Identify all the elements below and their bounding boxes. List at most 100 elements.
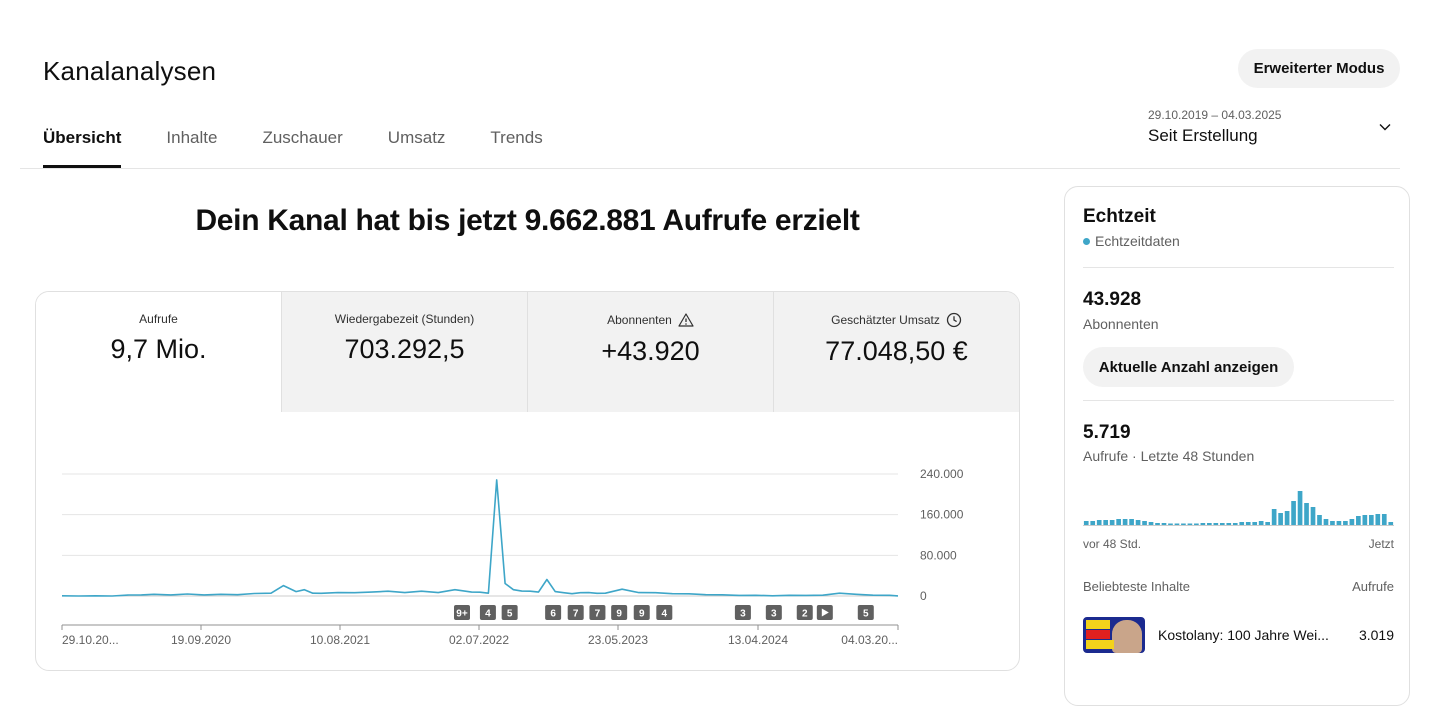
hourly-views-bar[interactable]: [1161, 523, 1167, 525]
hourly-views-bar[interactable]: [1219, 523, 1225, 525]
tab-content[interactable]: Inhalte: [166, 128, 218, 147]
hourly-views-bar[interactable]: [1271, 509, 1277, 525]
hourly-views-bar[interactable]: [1239, 522, 1245, 525]
hourly-views-bar[interactable]: [1187, 523, 1193, 526]
hourly-views-bar[interactable]: [1336, 521, 1342, 525]
hourly-views-bar-chart[interactable]: [1083, 483, 1394, 527]
hourly-views-bar[interactable]: [1330, 521, 1335, 525]
views-line-chart[interactable]: 240.000 160.000 80.000 0 9+ 4 5 6 7 7 9 9 4 3 3 2 5 29.10…: [36, 412, 1020, 671]
hourly-views-bar[interactable]: [1368, 515, 1374, 525]
hourly-views-bar[interactable]: [1142, 521, 1147, 525]
event-marker[interactable]: 4: [656, 605, 673, 620]
hourly-views-bar[interactable]: [1278, 513, 1283, 525]
metric-revenue[interactable]: Geschätzter Umsatz 77.048,50 €: [773, 292, 1019, 412]
popular-content-label: Beliebteste Inhalte: [1083, 579, 1190, 594]
hourly-views-bar[interactable]: [1362, 515, 1368, 525]
tab-trends[interactable]: Trends: [490, 128, 543, 147]
hourly-views-bar[interactable]: [1116, 519, 1121, 525]
hourly-views-bar[interactable]: [1245, 522, 1251, 525]
hourly-views-bar[interactable]: [1349, 519, 1355, 525]
tabs-divider: [20, 168, 1400, 169]
tab-revenue[interactable]: Umsatz: [387, 128, 446, 147]
hourly-views-bar[interactable]: [1194, 523, 1199, 526]
event-marker[interactable]: 9+: [454, 605, 470, 620]
event-marker[interactable]: 9: [611, 605, 628, 620]
hourly-views-bar[interactable]: [1381, 514, 1387, 525]
event-marker[interactable]: 2: [796, 605, 813, 620]
hourly-views-bar[interactable]: [1135, 520, 1141, 525]
views-48h-count: 5.719: [1083, 422, 1131, 443]
hourly-views-bar[interactable]: [1155, 523, 1160, 525]
metric-subscribers[interactable]: Abonnenten +43.920: [527, 292, 773, 412]
advanced-mode-button[interactable]: Erweiterter Modus: [1238, 49, 1400, 88]
hourly-views-bar[interactable]: [1148, 522, 1154, 525]
hourly-views-bar[interactable]: [1297, 491, 1303, 525]
hourly-views-bar[interactable]: [1252, 522, 1258, 525]
event-marker[interactable]: 7: [589, 605, 606, 620]
hourly-views-bar[interactable]: [1310, 507, 1316, 525]
svg-text:3: 3: [771, 609, 777, 620]
hourly-views-bar[interactable]: [1284, 511, 1290, 525]
play-marker-icon[interactable]: [816, 605, 833, 620]
metric-value: 77.048,50 €: [825, 336, 968, 366]
hourly-views-bar[interactable]: [1375, 514, 1381, 525]
event-marker[interactable]: 3: [765, 605, 782, 620]
svg-text:3: 3: [740, 609, 746, 620]
hourly-views-bar[interactable]: [1174, 523, 1180, 526]
date-range-picker[interactable]: 29.10.2019 – 04.03.2025 Seit Erstellung: [1148, 108, 1400, 152]
hourly-views-bar[interactable]: [1213, 523, 1219, 525]
hourly-views-bar[interactable]: [1343, 521, 1348, 525]
event-marker[interactable]: 3: [734, 605, 751, 620]
clock-icon[interactable]: [946, 312, 962, 328]
metric-label: Wiedergabezeit (Stunden): [334, 312, 475, 326]
hourly-views-bar[interactable]: [1226, 523, 1232, 525]
hourly-views-bar[interactable]: [1090, 521, 1096, 525]
hourly-views-bar[interactable]: [1388, 522, 1394, 525]
hourly-views-bar[interactable]: [1109, 520, 1115, 525]
hourly-views-bar[interactable]: [1356, 516, 1361, 525]
hourly-views-bar[interactable]: [1103, 520, 1109, 525]
warning-icon[interactable]: [678, 312, 694, 328]
event-marker[interactable]: 5: [857, 605, 874, 620]
hourly-views-bar[interactable]: [1207, 523, 1212, 525]
hourly-views-bar[interactable]: [1304, 503, 1309, 525]
hourly-views-bar[interactable]: [1181, 523, 1186, 526]
hourly-views-bar[interactable]: [1265, 522, 1270, 525]
tab-audience[interactable]: Zuschauer: [262, 128, 343, 147]
event-marker[interactable]: 7: [567, 605, 584, 620]
x-tick-label: 19.09.2020: [171, 633, 231, 647]
metric-value: 9,7 Mio.: [110, 334, 207, 364]
svg-text:5: 5: [863, 609, 869, 620]
hourly-views-bar[interactable]: [1122, 519, 1128, 525]
hourly-views-bar[interactable]: [1083, 521, 1089, 525]
hourly-views-bar[interactable]: [1200, 523, 1206, 525]
x-tick-label: 13.04.2024: [728, 633, 788, 647]
hourly-views-bar[interactable]: [1129, 519, 1134, 525]
x-tick-label: 02.07.2022: [449, 633, 509, 647]
content-title[interactable]: Kostolany: 100 Jahre Wei...: [1158, 627, 1329, 643]
hourly-views-bar[interactable]: [1168, 523, 1173, 526]
hourly-views-bar[interactable]: [1232, 523, 1238, 525]
hourly-views-bar[interactable]: [1323, 519, 1329, 525]
y-tick-label: 160.000: [920, 508, 964, 522]
event-marker[interactable]: 6: [545, 605, 562, 620]
hourly-views-bar[interactable]: [1291, 501, 1296, 525]
views-series-line[interactable]: [61, 479, 899, 597]
metric-value: +43.920: [601, 336, 700, 366]
event-marker[interactable]: 5: [501, 605, 518, 620]
show-current-count-button[interactable]: Aktuelle Anzahl anzeigen: [1083, 347, 1294, 387]
top-content-item[interactable]: Kostolany: 100 Jahre Wei... 3.019: [1083, 617, 1394, 653]
metric-views[interactable]: Aufrufe 9,7 Mio.: [36, 292, 281, 412]
page-title: Kanalanalysen: [43, 56, 217, 86]
metric-watch-time[interactable]: Wiedergabezeit (Stunden) 703.292,5: [281, 292, 527, 412]
chevron-down-icon: [1379, 124, 1391, 131]
event-marker[interactable]: 9: [633, 605, 650, 620]
svg-text:5: 5: [507, 609, 513, 620]
hourly-views-bar[interactable]: [1258, 521, 1264, 525]
hourly-views-bar[interactable]: [1317, 515, 1322, 525]
event-marker[interactable]: 4: [479, 605, 496, 620]
video-thumbnail[interactable]: [1083, 617, 1145, 653]
hourly-views-bar[interactable]: [1096, 520, 1102, 525]
subscriber-count: 43.928: [1083, 289, 1142, 310]
tab-overview[interactable]: Übersicht: [43, 128, 122, 168]
